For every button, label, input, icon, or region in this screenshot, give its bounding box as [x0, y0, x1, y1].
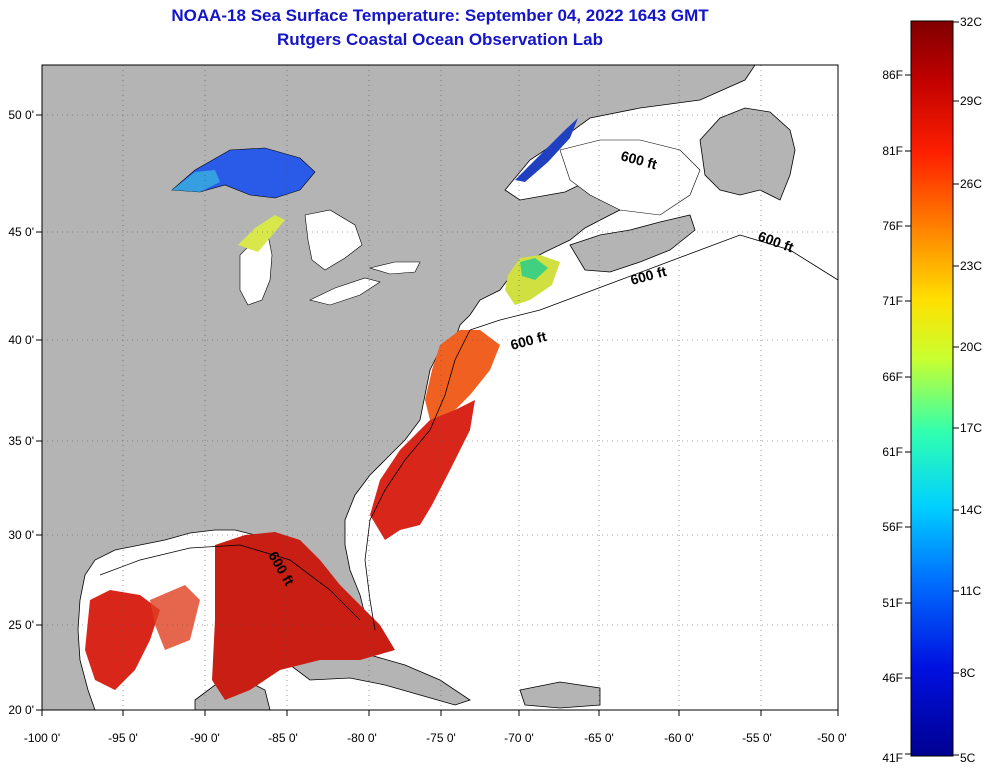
lake-erie: [309, 277, 381, 306]
lake-ontario: [368, 261, 421, 275]
lake-huron: [304, 209, 363, 271]
x-tick-label: -60 0': [664, 731, 694, 745]
gulf-maine-sst-cool: [520, 258, 548, 280]
gulf-sst-east: [212, 532, 395, 700]
land-nova-scotia: [569, 214, 696, 273]
colorbar-fahrenheit-label: 41F: [882, 751, 903, 765]
colorbar-celsius-label: 5C: [960, 751, 976, 765]
colorbar: [910, 20, 954, 757]
colorbar-celsius-label: 26C: [960, 177, 982, 191]
land-newfoundland: [699, 107, 796, 201]
colorbar-fahrenheit-label: 56F: [882, 520, 903, 534]
colorbar-celsius-label: 14C: [960, 503, 982, 517]
gulf-sst-west-2: [150, 585, 200, 650]
x-tick-label: -65 0': [584, 731, 614, 745]
colorbar-fahrenheit-label: 86F: [882, 68, 903, 82]
gulf-sst-west: [85, 590, 160, 690]
map-title: NOAA-18 Sea Surface Temperature: Septemb…: [171, 6, 709, 25]
y-tick-label: 30 0': [8, 528, 34, 542]
depth-contour-600ft: [99, 234, 839, 631]
colorbar-celsius-label: 17C: [960, 421, 982, 435]
x-tick-label: -55 0': [742, 731, 772, 745]
x-tick-label: -70 0': [504, 731, 534, 745]
colorbar-fahrenheit-label: 66F: [882, 370, 903, 384]
x-tick-label: -50 0': [817, 731, 847, 745]
y-tick-label: 25 0': [8, 618, 34, 632]
lake-superior-sst-warm: [172, 170, 220, 192]
colorbar-celsius-label: 23C: [960, 259, 982, 273]
x-tick-label: -85 0': [268, 731, 298, 745]
y-tick-label: 50 0': [8, 108, 34, 122]
lake-michigan-sst: [238, 215, 285, 252]
gulf-st-lawrence: [559, 139, 701, 216]
map-subtitle: Rutgers Coastal Ocean Observation Lab: [277, 30, 603, 49]
colorbar-celsius-label: 11C: [960, 584, 981, 598]
colorbar-celsius-label: 32C: [960, 15, 982, 29]
colorbar-ticks: [905, 21, 959, 756]
colorbar-celsius-label: 8C: [960, 666, 976, 680]
y-tick-label: 20 0': [8, 703, 34, 717]
colorbar-fahrenheit-label: 51F: [882, 596, 903, 610]
land-north-america: [42, 65, 756, 710]
land-hispaniola: [519, 681, 601, 709]
colorbar-celsius-label: 20C: [960, 340, 982, 354]
x-tick-label: -95 0': [108, 731, 138, 745]
x-tick-label: -90 0': [190, 731, 220, 745]
y-tick-label: 40 0': [8, 333, 34, 347]
st-lawrence-sst: [515, 118, 578, 182]
axis-ticks: [36, 114, 839, 716]
x-tick-label: -80 0': [347, 731, 377, 745]
colorbar-fahrenheit-label: 71F: [882, 294, 903, 308]
map-frame: [41, 64, 839, 711]
colorbar-fahrenheit-label: 81F: [882, 144, 903, 158]
southeast-sst: [370, 400, 475, 540]
colorbar-fahrenheit-label: 76F: [882, 219, 903, 233]
x-tick-label: -75 0': [426, 731, 456, 745]
colorbar-fahrenheit-label: 46F: [882, 671, 903, 685]
colorbar-fahrenheit-label: 61F: [882, 445, 903, 459]
x-tick-label: -100 0': [24, 731, 60, 745]
y-tick-label: 45 0': [8, 225, 34, 239]
colorbar-celsius-label: 29C: [960, 94, 982, 108]
y-tick-label: 35 0': [8, 434, 34, 448]
